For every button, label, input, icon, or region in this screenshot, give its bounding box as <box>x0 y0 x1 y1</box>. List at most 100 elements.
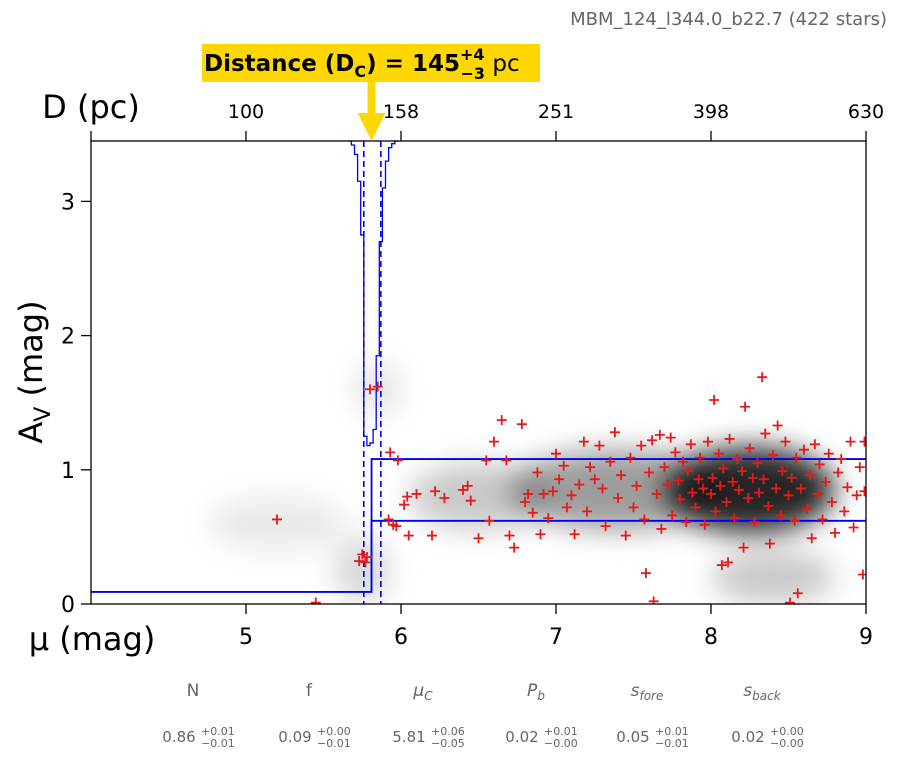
star-marker <box>585 462 596 473</box>
star-marker <box>639 514 650 525</box>
parameter-lower-error: −0.05 <box>431 737 465 750</box>
star-marker <box>613 492 623 503</box>
parameter-upper-error: +0.01 <box>544 725 578 738</box>
star-marker <box>780 436 791 447</box>
star-marker <box>702 436 713 447</box>
star-marker <box>569 529 580 540</box>
star-marker <box>354 556 365 567</box>
star-marker <box>851 490 862 501</box>
star-marker <box>744 443 755 454</box>
star-marker <box>809 439 820 450</box>
star-marker <box>836 454 847 465</box>
star-marker <box>786 472 797 483</box>
star-marker <box>785 597 796 604</box>
star-marker <box>814 459 825 470</box>
star-marker <box>272 514 282 525</box>
star-marker <box>729 513 740 524</box>
star-marker <box>439 492 450 503</box>
star-marker <box>791 452 802 463</box>
star-marker <box>826 497 837 508</box>
top-tick-label: 630 <box>848 101 884 123</box>
chart-title: MBM_124_l344.0_b22.7 (422 stars) <box>570 9 887 30</box>
star-marker <box>628 502 639 513</box>
star-marker <box>667 510 678 521</box>
star-marker <box>605 456 616 467</box>
star-marker <box>656 523 667 534</box>
star-marker <box>682 466 693 477</box>
star-marker <box>609 427 620 438</box>
star-marker <box>792 588 803 599</box>
density-map <box>207 362 835 604</box>
star-marker <box>695 452 706 463</box>
star-marker <box>716 560 727 571</box>
star-marker <box>673 475 684 486</box>
parameter-value: 5.81 <box>392 728 425 746</box>
extinction-model <box>91 458 866 593</box>
star-marker <box>640 568 651 579</box>
star-marker <box>597 483 608 494</box>
star-marker <box>566 490 577 501</box>
star-marker <box>678 456 689 467</box>
star-marker <box>830 527 840 538</box>
parameter-name: Pb <box>527 681 545 703</box>
star-marker <box>732 454 743 465</box>
star-marker <box>737 466 747 477</box>
star-marker <box>385 447 396 458</box>
star-marker <box>845 436 856 447</box>
star-marker <box>681 517 692 528</box>
star-marker <box>651 488 662 499</box>
parameter-lower-error: −0.00 <box>544 737 578 750</box>
star-marker <box>561 502 572 513</box>
x-axis-label: μ (mag) <box>29 620 156 658</box>
parameter-lower-error: −0.00 <box>770 737 804 750</box>
distance-posterior-histogram <box>348 140 398 447</box>
star-marker <box>372 381 383 392</box>
star-marker <box>535 529 546 540</box>
star-marker <box>662 479 673 490</box>
star-marker <box>600 521 611 532</box>
star-marker <box>360 557 371 568</box>
star-marker <box>710 506 721 517</box>
star-marker <box>516 419 527 430</box>
star-marker <box>733 484 744 495</box>
parameter-upper-error: +0.01 <box>201 725 235 738</box>
star-marker <box>523 488 534 499</box>
parameter-upper-error: +0.00 <box>317 725 351 738</box>
star-marker <box>543 513 554 524</box>
star-marker <box>795 483 806 494</box>
density-blob-4 <box>334 536 391 604</box>
star-marker <box>675 494 685 505</box>
top-tick-label: 100 <box>228 101 264 123</box>
star-marker <box>690 502 701 513</box>
star-marker <box>854 462 865 473</box>
parameter-name: sback <box>743 681 781 703</box>
star-marker <box>859 486 866 497</box>
star-marker <box>509 542 520 553</box>
star-marker <box>365 384 375 395</box>
star-marker <box>636 440 647 451</box>
star-marker <box>693 474 704 485</box>
star-marker <box>616 470 627 481</box>
star-marker <box>707 472 718 483</box>
star-marker <box>848 522 859 533</box>
star-marker <box>842 482 853 493</box>
star-marker <box>738 542 749 553</box>
star-marker <box>706 488 716 499</box>
star-marker <box>760 428 771 439</box>
star-marker <box>310 597 321 604</box>
star-marker <box>654 429 665 440</box>
star-marker <box>718 463 729 474</box>
star-marker <box>783 490 794 501</box>
star-marker <box>620 530 631 541</box>
star-marker <box>772 420 783 431</box>
x-tick-label: 8 <box>704 625 718 650</box>
star-marker <box>383 514 394 525</box>
star-marker <box>462 480 473 491</box>
star-marker <box>812 488 823 499</box>
parameter-upper-error: +0.06 <box>431 725 465 738</box>
distance-annotation: Distance (DC) = 145+4 −3 pc <box>204 45 520 83</box>
star-marker <box>659 462 670 473</box>
star-markers <box>272 372 866 604</box>
